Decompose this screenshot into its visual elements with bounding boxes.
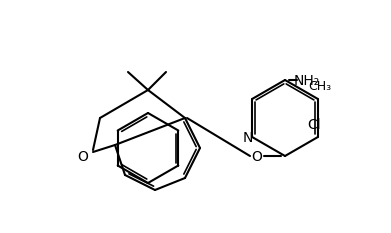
Text: O: O (77, 150, 88, 164)
Text: NH₂: NH₂ (294, 74, 320, 88)
Text: O: O (251, 150, 262, 164)
Text: CH₃: CH₃ (308, 80, 332, 93)
Text: N: N (243, 131, 253, 145)
Text: Cl: Cl (307, 118, 321, 132)
